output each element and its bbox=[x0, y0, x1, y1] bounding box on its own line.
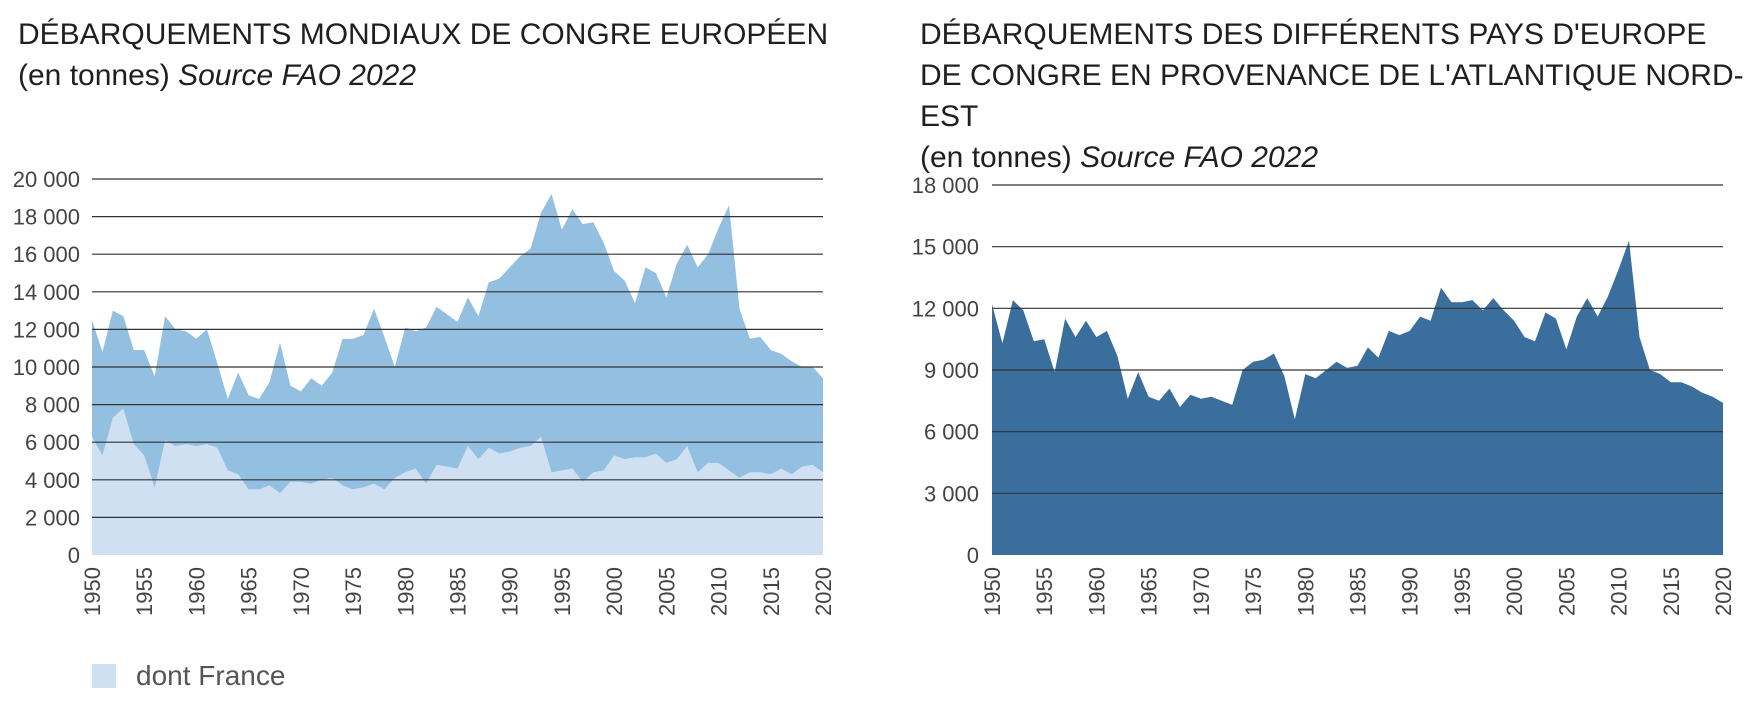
y-tick-label-15000: 15 000 bbox=[912, 235, 979, 260]
y-tick-label-2000: 2 000 bbox=[25, 505, 80, 530]
y-tick-label-6000: 6 000 bbox=[924, 420, 979, 445]
x-tick-label-2010: 2010 bbox=[707, 567, 732, 616]
x-tick-label-1970: 1970 bbox=[1189, 567, 1214, 616]
x-tick-label-1990: 1990 bbox=[498, 567, 523, 616]
chart-europe-landings: 0 3 000 6 000 9 000 12 000 15 000 18 000 1950 19… bbox=[912, 173, 1736, 616]
x-tick-label-1975: 1975 bbox=[341, 567, 366, 616]
x-tick-label-1980: 1980 bbox=[393, 567, 418, 616]
y-tick-label-4000: 4 000 bbox=[25, 468, 80, 493]
x-tick-label-2000: 2000 bbox=[1502, 567, 1527, 616]
chart-world-landings: 0 2 000 4 000 6 000 8 000 10 000 12 000 14 000 1… bbox=[13, 167, 836, 616]
chart-title-europe-main: DÉBARQUEMENTS DES DIFFÉRENTS PAYS D'EURO… bbox=[920, 18, 1744, 133]
y-tick-label-9000: 9 000 bbox=[924, 358, 979, 383]
chart-title-world: DÉBARQUEMENTS MONDIAUX DE CONGRE EUROPÉE… bbox=[18, 14, 838, 96]
x-tick-label-2015: 2015 bbox=[1659, 567, 1684, 616]
x-tick-label-2005: 2005 bbox=[1554, 567, 1579, 616]
x-tick-label-2010: 2010 bbox=[1607, 567, 1632, 616]
y-tick-label-12000: 12 000 bbox=[912, 296, 979, 321]
x-tick-label-1965: 1965 bbox=[1137, 567, 1162, 616]
y-tick-label-14000: 14 000 bbox=[13, 280, 80, 305]
x-tick-label-1950: 1950 bbox=[80, 567, 105, 616]
x-tick-label-1955: 1955 bbox=[1032, 567, 1057, 616]
x-tick-label-1995: 1995 bbox=[550, 567, 575, 616]
y-tick-label-16000: 16 000 bbox=[13, 242, 80, 267]
y-tick-label-12000: 12 000 bbox=[13, 317, 80, 342]
area-series-europe bbox=[992, 240, 1723, 555]
y-tick-label-0: 0 bbox=[967, 543, 979, 568]
y-tick-label-18000: 18 000 bbox=[912, 173, 979, 198]
chart-title-world-main: DÉBARQUEMENTS MONDIAUX DE CONGRE EUROPÉE… bbox=[18, 18, 829, 51]
x-tick-label-1980: 1980 bbox=[1293, 567, 1318, 616]
x-tick-label-1965: 1965 bbox=[237, 567, 262, 616]
x-tick-label-1985: 1985 bbox=[1346, 567, 1371, 616]
x-tick-label-1960: 1960 bbox=[184, 567, 209, 616]
y-tick-label-3000: 3 000 bbox=[924, 481, 979, 506]
x-tick-label-1975: 1975 bbox=[1241, 567, 1266, 616]
legend-swatch-france bbox=[92, 664, 116, 688]
x-tick-label-2015: 2015 bbox=[759, 567, 784, 616]
y-tick-label-8000: 8 000 bbox=[25, 393, 80, 418]
y-tick-label-0: 0 bbox=[68, 543, 80, 568]
x-tick-label-1955: 1955 bbox=[132, 567, 157, 616]
y-tick-label-10000: 10 000 bbox=[13, 355, 80, 380]
x-tick-label-1960: 1960 bbox=[1084, 567, 1109, 616]
x-tick-label-2005: 2005 bbox=[654, 567, 679, 616]
chart-subtitle-europe-source: Source FAO 2022 bbox=[1080, 141, 1319, 174]
x-tick-label-1990: 1990 bbox=[1398, 567, 1423, 616]
y-tick-label-20000: 20 000 bbox=[13, 167, 80, 192]
x-tick-label-2000: 2000 bbox=[602, 567, 627, 616]
area-series-france bbox=[92, 408, 823, 555]
x-tick-label-2020: 2020 bbox=[1711, 567, 1736, 616]
x-tick-label-1985: 1985 bbox=[446, 567, 471, 616]
x-tick-label-1950: 1950 bbox=[980, 567, 1005, 616]
y-tick-label-18000: 18 000 bbox=[13, 205, 80, 230]
chart-subtitle-europe: (en tonnes) Source FAO 2022 bbox=[920, 137, 1750, 178]
chart-title-europe: DÉBARQUEMENTS DES DIFFÉRENTS PAYS D'EURO… bbox=[920, 14, 1750, 178]
legend-label-france: dont France bbox=[136, 660, 286, 691]
x-tick-label-1995: 1995 bbox=[1450, 567, 1475, 616]
x-tick-label-2020: 2020 bbox=[811, 567, 836, 616]
chart-subtitle-world-unit: (en tonnes) bbox=[18, 59, 170, 92]
legend: dont France bbox=[92, 660, 285, 692]
chart-subtitle-europe-unit: (en tonnes) bbox=[920, 141, 1072, 174]
x-tick-label-1970: 1970 bbox=[289, 567, 314, 616]
chart-subtitle-world: (en tonnes) Source FAO 2022 bbox=[18, 55, 838, 96]
y-tick-label-6000: 6 000 bbox=[25, 430, 80, 455]
chart-subtitle-world-source: Source FAO 2022 bbox=[178, 59, 417, 92]
